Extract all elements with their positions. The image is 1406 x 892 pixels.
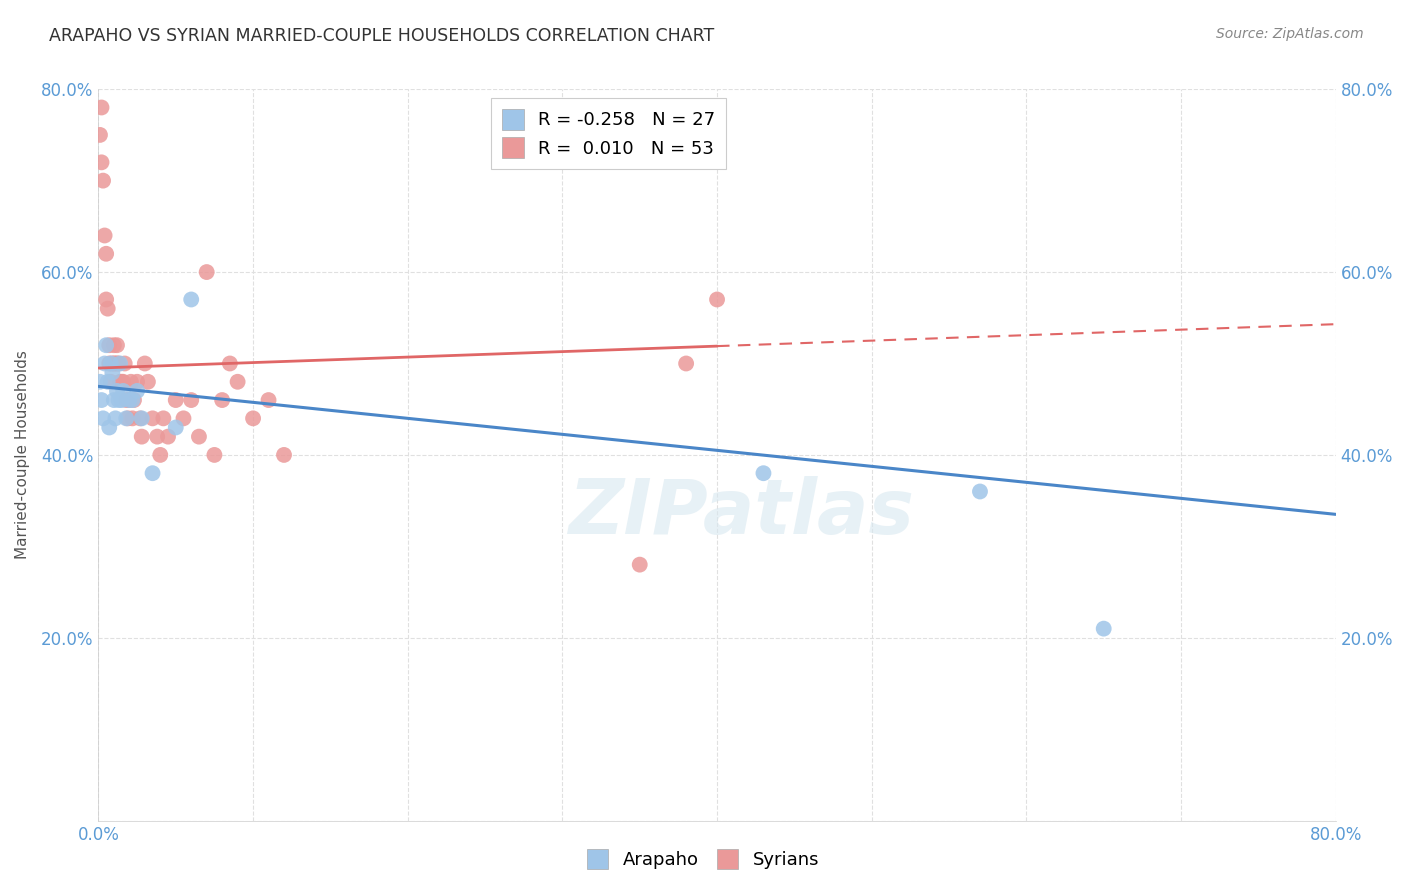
Point [89, 375, 111, 389]
Legend: R = -0.258   N = 27, R =  0.010   N = 53: R = -0.258 N = 27, R = 0.010 N = 53 [491, 98, 725, 169]
Point [675, 356, 697, 371]
Point [96, 293, 118, 307]
Point [108, 356, 131, 371]
Text: ZIPatlas: ZIPatlas [569, 476, 915, 550]
Point [100, 375, 122, 389]
Point [98, 356, 121, 371]
Point [107, 392, 129, 407]
Point [1092, 622, 1115, 636]
Point [104, 411, 127, 425]
Point [98, 420, 121, 434]
Text: Source: ZipAtlas.com: Source: ZipAtlas.com [1216, 27, 1364, 41]
Point [93, 356, 115, 371]
Point [211, 392, 233, 407]
Point [165, 420, 187, 434]
Point [98, 338, 121, 352]
Point [969, 484, 991, 499]
Point [134, 356, 156, 371]
Point [121, 392, 143, 407]
Point [706, 293, 728, 307]
Point [103, 356, 125, 371]
Point [97, 375, 120, 389]
Point [112, 384, 135, 398]
Point [141, 411, 165, 425]
Point [111, 392, 132, 407]
Point [101, 366, 124, 380]
Point [129, 411, 152, 425]
Point [118, 392, 141, 407]
Point [141, 466, 165, 480]
Point [104, 356, 127, 371]
Point [103, 392, 125, 407]
Y-axis label: Married-couple Households: Married-couple Households [15, 351, 30, 559]
Point [100, 356, 122, 371]
Point [112, 375, 135, 389]
Point [91, 411, 114, 425]
Point [180, 293, 202, 307]
Point [628, 558, 651, 572]
Point [97, 301, 120, 316]
Point [242, 411, 264, 425]
Point [90, 392, 112, 407]
Point [257, 392, 280, 407]
Point [172, 411, 194, 425]
Point [108, 375, 131, 389]
Point [121, 411, 143, 425]
Point [146, 430, 169, 444]
Point [111, 375, 132, 389]
Point [752, 466, 775, 480]
Point [131, 430, 153, 444]
Point [105, 384, 128, 398]
Point [122, 392, 145, 407]
Point [107, 356, 129, 371]
Point [96, 246, 118, 260]
Point [273, 448, 295, 462]
Point [157, 430, 180, 444]
Point [101, 356, 124, 371]
Point [91, 173, 114, 188]
Point [127, 384, 149, 398]
Point [180, 392, 202, 407]
Text: ARAPAHO VS SYRIAN MARRIED-COUPLE HOUSEHOLDS CORRELATION CHART: ARAPAHO VS SYRIAN MARRIED-COUPLE HOUSEHO… [49, 27, 714, 45]
Point [149, 448, 172, 462]
Point [120, 375, 142, 389]
Point [127, 375, 149, 389]
Point [90, 100, 112, 114]
Point [131, 411, 153, 425]
Point [152, 411, 174, 425]
Point [115, 392, 138, 407]
Point [195, 265, 218, 279]
Point [105, 356, 128, 371]
Point [219, 356, 242, 371]
Point [165, 392, 187, 407]
Point [93, 228, 115, 243]
Legend: Arapaho, Syrians: Arapaho, Syrians [578, 839, 828, 879]
Point [136, 375, 159, 389]
Point [114, 356, 136, 371]
Point [204, 448, 226, 462]
Point [226, 375, 249, 389]
Point [117, 411, 139, 425]
Point [103, 338, 125, 352]
Point [90, 155, 112, 169]
Point [96, 338, 118, 352]
Point [118, 392, 141, 407]
Point [89, 128, 111, 142]
Point [105, 338, 128, 352]
Point [188, 430, 211, 444]
Point [115, 411, 138, 425]
